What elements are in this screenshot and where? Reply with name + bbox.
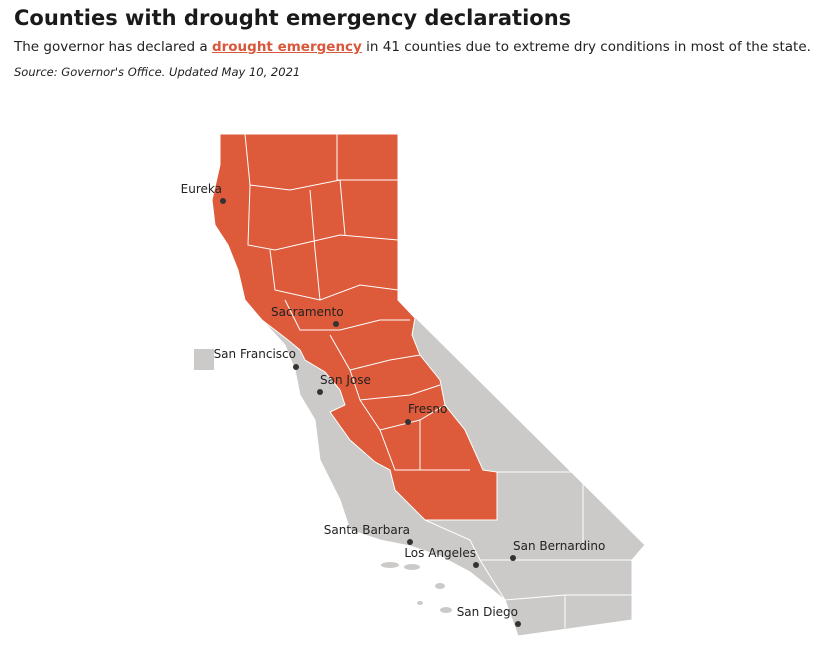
city-label: Sacramento [271,305,344,319]
city-dot [333,321,339,327]
city-dot [510,555,516,561]
city-dot [317,389,323,395]
county-lines [244,133,632,628]
subtitle-link[interactable]: drought emergency [211,39,362,55]
city-dot [293,364,299,370]
city-label: Fresno [408,402,447,416]
city-label: San Francisco [214,347,296,361]
city-label: San Diego [457,605,518,619]
city-dot [515,621,521,627]
city-label: San Jose [320,373,371,387]
city-label: Santa Barbara [324,523,410,537]
city-label: San Bernardino [513,539,605,553]
city-label: Eureka [181,182,222,196]
legend-swatch [194,349,214,370]
source: Source: Governor's Office. Updated May 1… [14,65,301,79]
subtitle: The governor has declared a drought emer… [14,39,811,55]
subtitle-text: in 41 counties due to extreme dry condit… [361,39,811,55]
city-dot [220,198,226,204]
title: Counties with drought emergency declarat… [14,6,572,30]
subtitle-text: The governor has declared a [14,39,212,55]
city-dot [405,419,411,425]
city-dot [473,562,479,568]
city-dot [407,539,413,545]
city-label: Los Angeles [404,546,476,560]
islands [381,562,452,613]
drought-counties [211,133,498,521]
